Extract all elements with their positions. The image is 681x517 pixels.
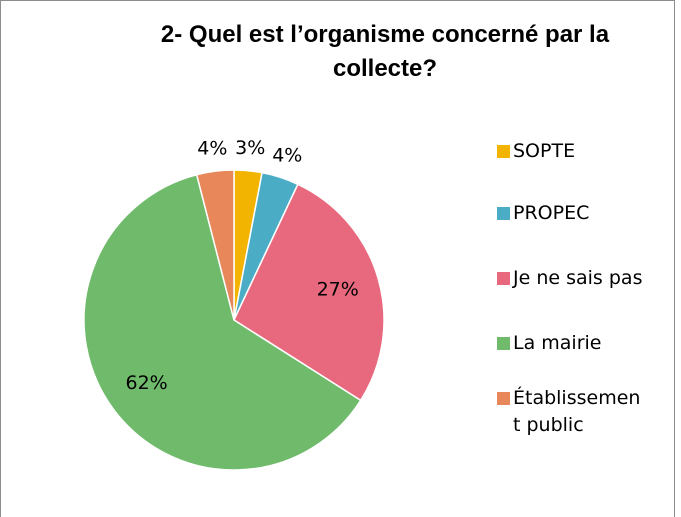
- legend-swatch: [497, 272, 510, 285]
- legend-label: La mairie: [513, 332, 602, 354]
- legend-item: Établissement public: [497, 385, 647, 439]
- legend-item: Je ne sais pas: [497, 265, 647, 292]
- legend-swatch: [497, 337, 510, 350]
- legend-swatch: [497, 392, 510, 405]
- legend-item: SOPTE: [497, 138, 647, 165]
- data-label: 3%: [235, 137, 265, 159]
- legend-label: Établissement public: [513, 387, 641, 436]
- data-label: 27%: [317, 278, 359, 300]
- legend-label: PROPEC: [513, 202, 590, 224]
- legend-item: La mairie: [497, 330, 647, 357]
- legend-label: Je ne sais pas: [513, 267, 643, 289]
- chart-title: 2- Quel est l’organisme concerné par la …: [160, 21, 610, 82]
- data-label: 62%: [126, 372, 168, 394]
- pie-slice: [83, 173, 362, 471]
- legend-swatch: [497, 145, 510, 158]
- legend-swatch: [497, 207, 510, 220]
- data-label: 4%: [197, 137, 227, 159]
- legend-item: PROPEC: [497, 200, 647, 227]
- pie-slice: [195, 169, 235, 321]
- data-label: 4%: [272, 144, 302, 166]
- pie-slice: [233, 183, 385, 402]
- legend-label: SOPTE: [513, 140, 576, 162]
